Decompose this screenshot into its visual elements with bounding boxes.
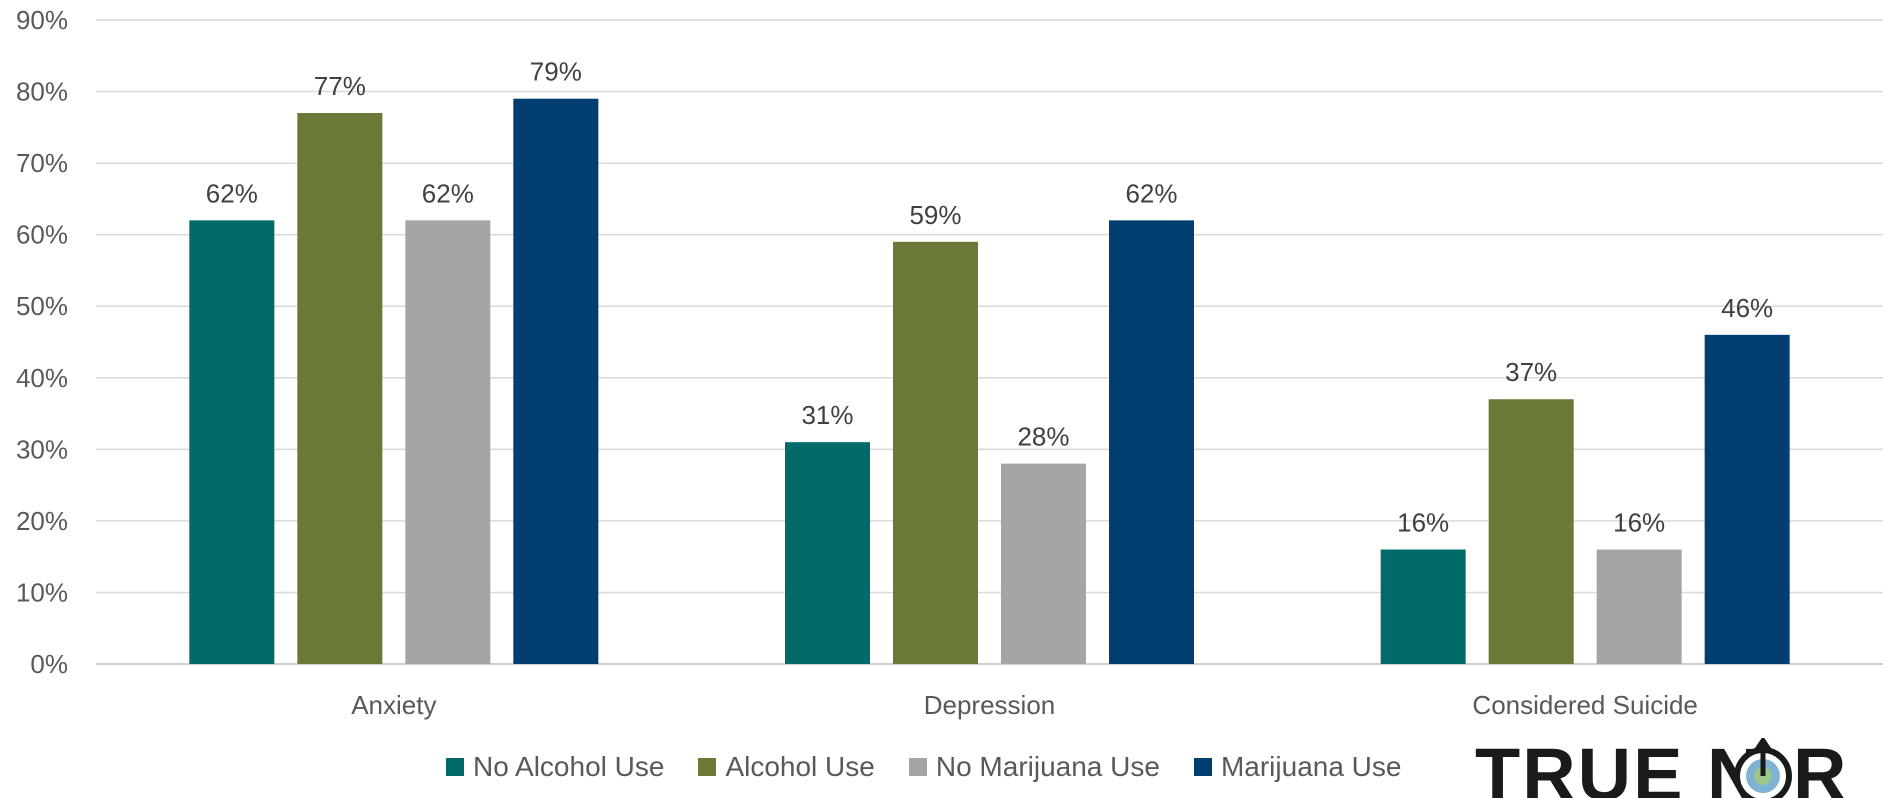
legend-label: Alcohol Use <box>725 751 875 782</box>
legend-item: No Alcohol Use <box>446 751 664 783</box>
legend-item: Alcohol Use <box>698 751 875 783</box>
legend: No Alcohol Use Alcohol Use No Marijuana Us… <box>446 751 1435 783</box>
data-label: 62% <box>206 178 258 208</box>
data-label: 16% <box>1613 508 1665 538</box>
x-axis-categories: Anxiety Depression Considered Suicide <box>351 690 1698 720</box>
data-label: 59% <box>909 200 961 230</box>
north-arrow-icon <box>1755 738 1771 748</box>
legend-swatch <box>446 758 464 776</box>
data-label: 62% <box>1125 178 1177 208</box>
x-category-label: Depression <box>924 690 1056 720</box>
legend-item: No Marijuana Use <box>908 751 1160 783</box>
y-tick-label: 70% <box>16 148 68 178</box>
legend-swatch <box>698 758 717 776</box>
bar <box>893 241 978 665</box>
svg-text:TRUE N: TRUE N <box>1475 738 1762 798</box>
legend-swatch <box>908 758 927 776</box>
y-tick-label: 40% <box>16 363 68 393</box>
y-axis-ticks: 0% 10% 20% 30% 40% 50% 60% 70% 80% 90% <box>16 5 68 679</box>
x-category-label: Considered Suicide <box>1472 690 1697 720</box>
gridlines <box>96 19 1883 665</box>
y-tick-label: 20% <box>16 506 68 536</box>
data-label: 28% <box>1017 422 1069 452</box>
data-label: 62% <box>422 178 474 208</box>
y-tick-label: 50% <box>16 291 68 321</box>
bar <box>1596 549 1682 664</box>
data-labels: 62% 77% 62% 79% 31% 59% 28% 62% 16% 37% 16% 46% <box>206 57 1773 538</box>
data-label: 77% <box>314 71 366 101</box>
y-tick-label: 60% <box>16 220 68 250</box>
data-label: 37% <box>1505 357 1557 387</box>
bar <box>1109 220 1194 664</box>
y-tick-label: 90% <box>16 5 68 35</box>
bar <box>405 220 491 664</box>
data-label: 31% <box>801 400 853 430</box>
legend-swatch <box>1193 758 1212 776</box>
legend-item: Marijuana Use <box>1193 751 1402 783</box>
legend-label: No Marijuana Use <box>935 751 1160 782</box>
bar <box>1704 334 1790 664</box>
svg-text:R: R <box>1793 738 1848 798</box>
y-tick-label: 10% <box>16 577 68 607</box>
y-tick-label: 30% <box>16 434 68 464</box>
legend-label: No Alcohol Use <box>473 751 665 782</box>
bar <box>189 220 275 664</box>
true-north-logo: TRUE N R <box>1475 738 1848 798</box>
bar <box>1001 463 1086 664</box>
data-label: 46% <box>1721 293 1773 323</box>
y-tick-label: 80% <box>16 77 68 107</box>
x-category-label: Anxiety <box>351 690 436 720</box>
legend-label: Marijuana Use <box>1220 751 1402 782</box>
bar-chart: 0% 10% 20% 30% 40% 50% 60% 70% 80% 90% 62% 77% 62% 7… <box>16 5 1883 720</box>
bars <box>189 98 1790 665</box>
data-label: 16% <box>1397 508 1449 538</box>
bar <box>1488 399 1574 664</box>
y-tick-label: 0% <box>30 649 68 679</box>
bar <box>785 442 870 664</box>
bar <box>1380 549 1466 664</box>
data-label: 79% <box>530 57 582 87</box>
bar <box>297 113 383 665</box>
bar <box>513 98 599 664</box>
